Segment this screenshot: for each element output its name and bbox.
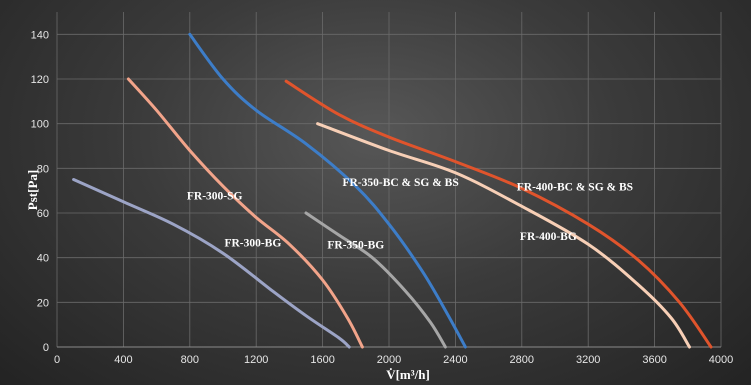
y-tick-label: 20 <box>37 297 49 309</box>
x-tick-label: 1200 <box>244 354 268 366</box>
series-label: FR-300-SG <box>187 191 243 203</box>
y-tick-label: 80 <box>37 163 49 175</box>
series-label: FR-350-BC & SG & BS <box>342 177 458 189</box>
x-axis-label: V̇[m³/h] <box>386 367 430 382</box>
y-tick-label: 60 <box>37 208 49 220</box>
y-tick-label: 140 <box>31 29 49 41</box>
x-tick-label: 2000 <box>377 354 401 366</box>
series-line-fr-400-bc-sg-bs <box>284 79 713 349</box>
x-tick-label: 3200 <box>576 354 600 366</box>
series-label: FR-400-BC & SG & BS <box>517 182 633 194</box>
series-labels: FR-300-BG FR-300-SG FR-350-BC & SG & BS FR-… <box>187 177 633 252</box>
y-tick-label: 0 <box>43 342 49 354</box>
series-label: FR-400-BG <box>520 231 577 243</box>
y-tick-label: 120 <box>31 74 49 86</box>
series-lines <box>72 32 713 349</box>
x-tick-label: 2800 <box>510 354 534 366</box>
series-line-fr-300-bg <box>72 178 351 349</box>
x-tick-label: 0 <box>54 354 60 366</box>
series-line-fr-400-bg <box>316 122 691 349</box>
x-tick-label: 1600 <box>310 354 334 366</box>
x-tick-label: 800 <box>181 354 199 366</box>
x-tick-label: 3600 <box>642 354 666 366</box>
x-tick-label: 2400 <box>443 354 467 366</box>
x-tick-label: 4000 <box>709 354 733 366</box>
series-line-fr-300-sg <box>126 77 364 349</box>
axes: 0 400 800 1200 1600 2000 2400 2800 3200 3600 4000 0… <box>31 29 734 366</box>
y-tick-label: 100 <box>31 119 49 131</box>
series-line-fr-350-bc-sg-bs <box>188 32 467 349</box>
y-axis-label: Pst[Pa] <box>25 170 40 210</box>
series-label: FR-300-BG <box>224 238 281 250</box>
series-line-fr-350-bg <box>304 211 447 349</box>
x-tick-label: 400 <box>114 354 132 366</box>
series-label: FR-350-BG <box>327 240 384 252</box>
y-tick-label: 40 <box>37 253 49 265</box>
